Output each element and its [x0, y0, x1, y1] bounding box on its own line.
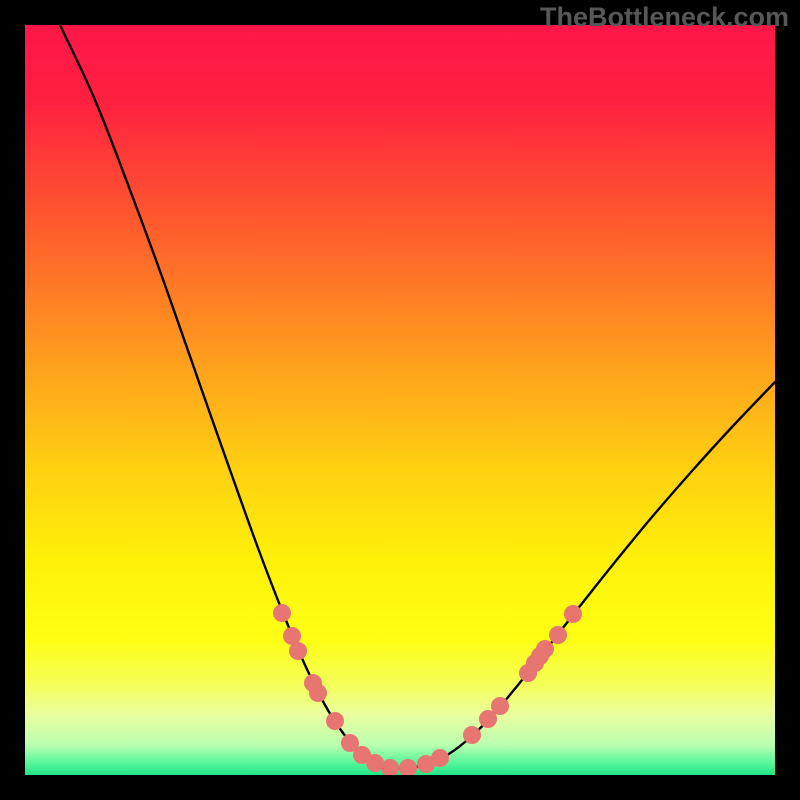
- curve-marker: [273, 604, 291, 622]
- curve-marker: [491, 697, 509, 715]
- chart-svg: [0, 0, 800, 800]
- curve-marker: [309, 684, 327, 702]
- curve-marker: [399, 759, 417, 777]
- curve-marker: [381, 759, 399, 777]
- curve-marker: [463, 726, 481, 744]
- curve-marker: [536, 640, 554, 658]
- bottleneck-curve: [60, 25, 775, 768]
- curve-marker: [549, 626, 567, 644]
- curve-marker: [564, 605, 582, 623]
- curve-marker: [289, 642, 307, 660]
- curve-marker: [326, 712, 344, 730]
- curve-marker: [431, 749, 449, 767]
